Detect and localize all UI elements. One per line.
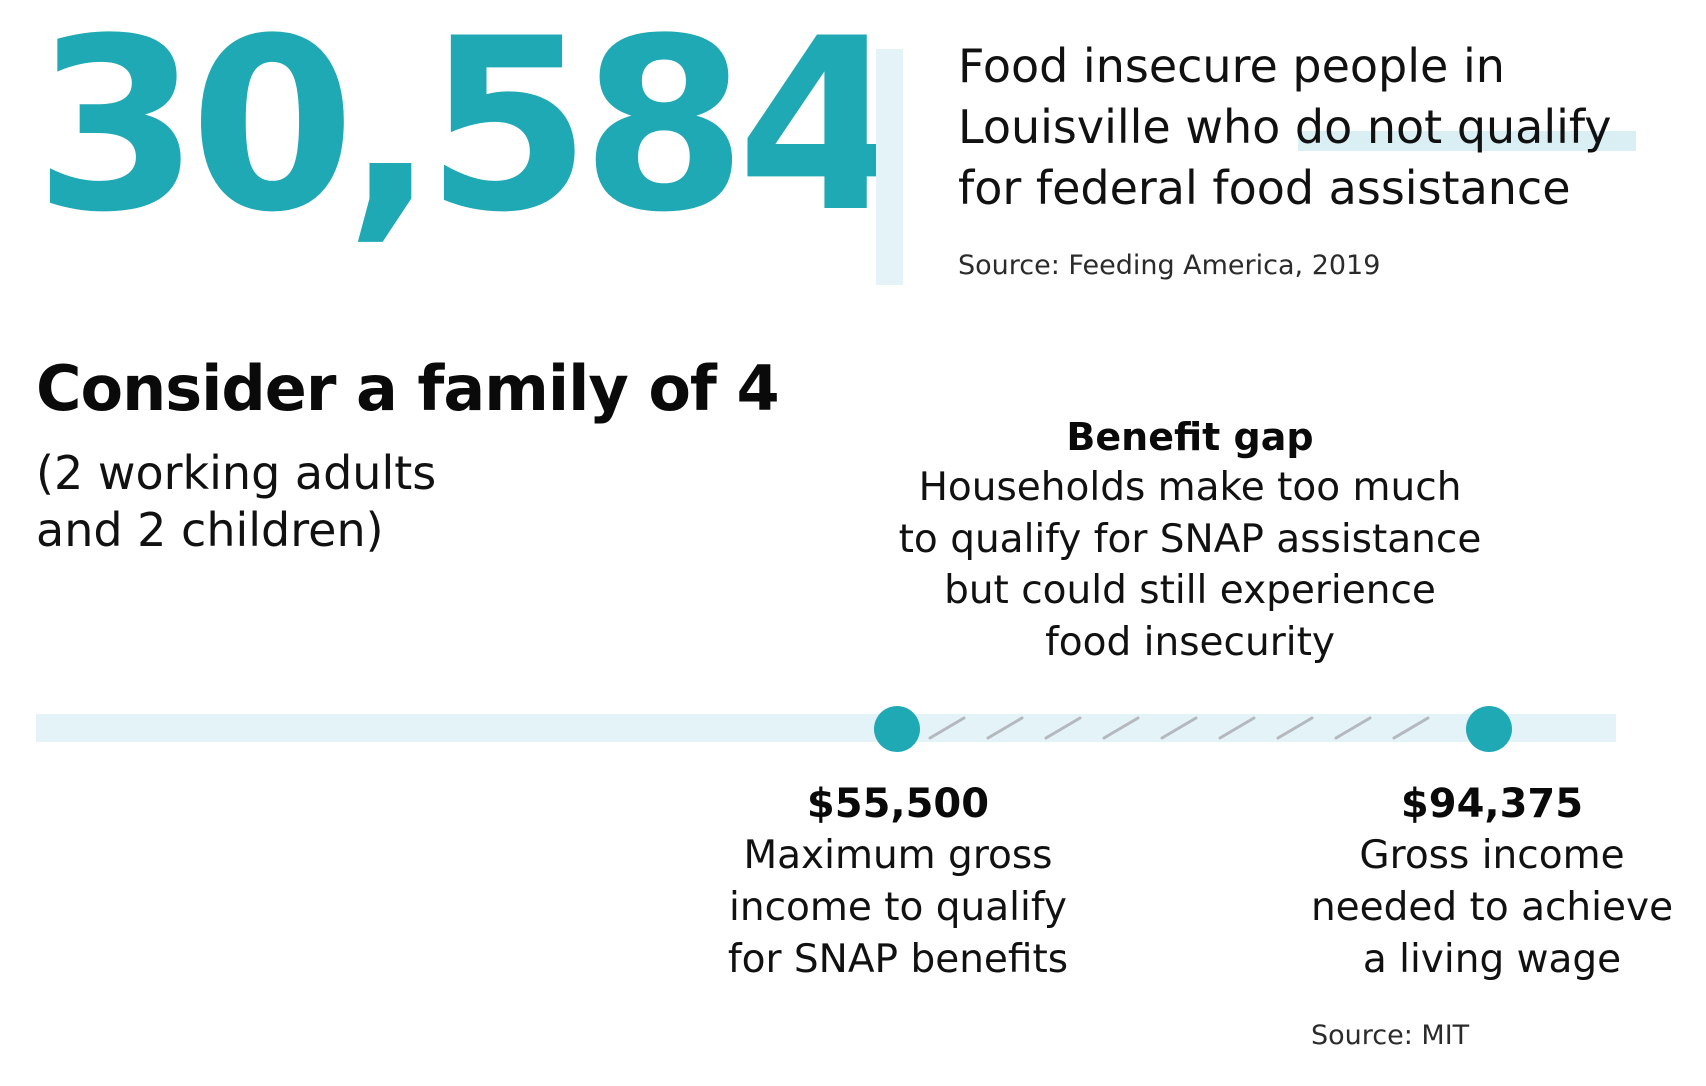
benefit-gap-hatch bbox=[928, 716, 1430, 740]
marker-description-line: a living wage bbox=[1362, 937, 1622, 982]
benefit-gap-line: to qualify for SNAP assistance bbox=[898, 516, 1482, 562]
stat-number: 30,584 bbox=[34, 0, 902, 265]
timeline-marker-living-wage bbox=[1466, 706, 1512, 752]
marker-description-line: Gross income bbox=[1359, 833, 1625, 878]
family-title: Consider a family of 4 bbox=[36, 352, 780, 425]
source-feeding-america: Source: Feeding America, 2019 bbox=[958, 250, 1381, 281]
hatch-stroke bbox=[986, 716, 1024, 740]
benefit-gap-line: food insecurity bbox=[1045, 619, 1335, 665]
hatch-stroke bbox=[928, 716, 966, 740]
family-subtitle-line: and 2 children) bbox=[36, 503, 384, 557]
family-subtitle-line: (2 working adults bbox=[36, 446, 437, 500]
benefit-gap-line: Households make too much bbox=[918, 465, 1462, 510]
stat-headline-line: Louisville who do not qualify bbox=[958, 100, 1612, 154]
source-mit: Source: MIT bbox=[1311, 1020, 1470, 1051]
stat-headline-line: for federal food assistance bbox=[958, 161, 1571, 215]
hatch-stroke bbox=[1102, 716, 1140, 740]
hatch-stroke bbox=[1218, 716, 1256, 740]
benefit-gap-title: Benefit gap bbox=[1066, 415, 1314, 459]
benefit-gap-body: Households make too much to qualify for … bbox=[870, 462, 1510, 668]
stat-headline: Food insecure people in Louisville who d… bbox=[958, 36, 1678, 219]
benefit-gap-block: Benefit gap Households make too much to … bbox=[870, 412, 1510, 668]
marker-amount: $94,375 bbox=[1400, 781, 1584, 827]
marker-description-line: Maximum gross bbox=[743, 833, 1053, 878]
hatch-stroke bbox=[1044, 716, 1082, 740]
stat-headline-line: Food insecure people in bbox=[958, 39, 1505, 93]
marker-description: Maximum gross income to qualify for SNAP… bbox=[668, 830, 1128, 986]
marker-snap-limit-label: $55,500 Maximum gross income to qualify … bbox=[668, 778, 1128, 986]
hatch-stroke bbox=[1160, 716, 1198, 740]
family-subtitle: (2 working adults and 2 children) bbox=[36, 445, 436, 559]
vertical-divider bbox=[876, 49, 903, 285]
marker-description-line: income to qualify bbox=[729, 885, 1067, 930]
timeline-marker-snap-limit bbox=[874, 706, 920, 752]
marker-description: Gross income needed to achieve a living … bbox=[1262, 830, 1706, 986]
hatch-stroke bbox=[1334, 716, 1372, 740]
highlight-underline bbox=[1298, 131, 1636, 151]
hatch-stroke bbox=[1276, 716, 1314, 740]
marker-living-wage-label: $94,375 Gross income needed to achieve a… bbox=[1262, 778, 1706, 986]
hatch-stroke bbox=[1392, 716, 1430, 740]
marker-amount: $55,500 bbox=[806, 781, 990, 827]
benefit-gap-line: but could still experience bbox=[944, 568, 1436, 613]
marker-description-line: needed to achieve bbox=[1310, 885, 1674, 930]
marker-description-line: for SNAP benefits bbox=[727, 937, 1069, 982]
